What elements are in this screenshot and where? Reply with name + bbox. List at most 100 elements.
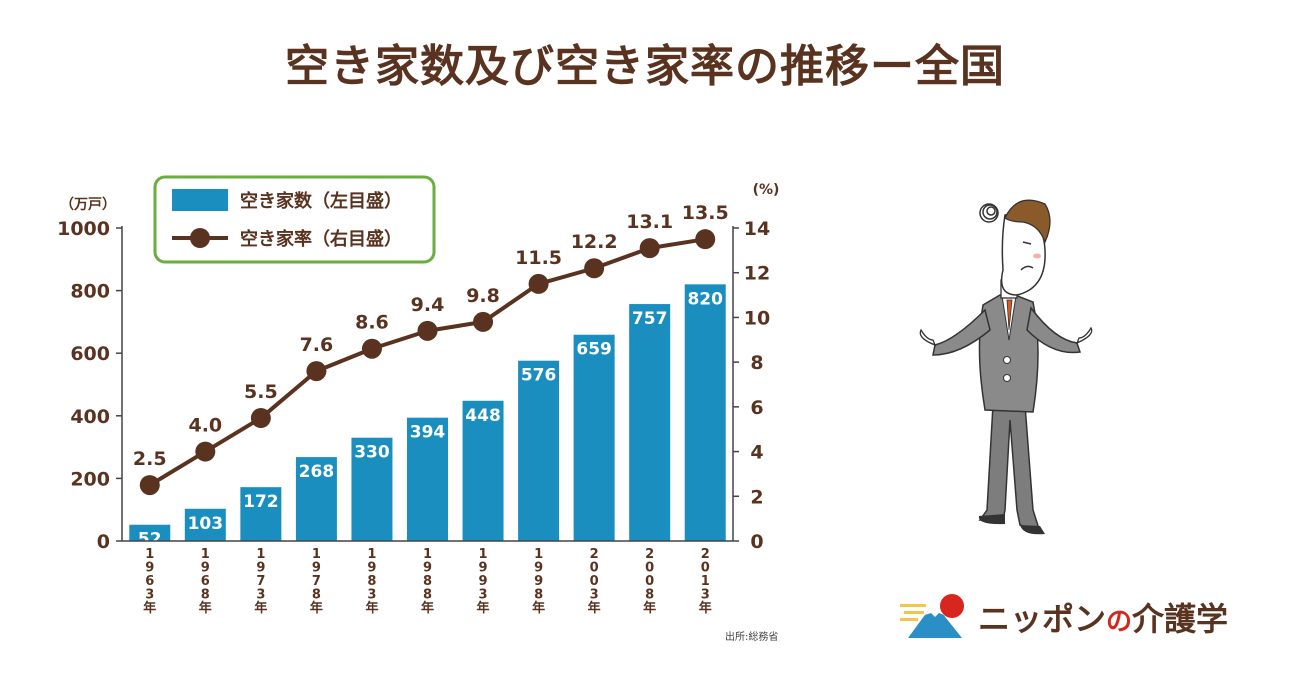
x-tick-label-char: 年: [254, 600, 267, 616]
bar: [462, 400, 504, 541]
legend-point-swatch: [190, 228, 210, 248]
right-tick-label: 0: [750, 531, 763, 553]
legend-label-line: 空き家率（右目盛）: [240, 228, 402, 250]
bar: [351, 437, 393, 541]
legend-bar-swatch: [172, 189, 228, 211]
x-tick-label-char: 2: [645, 547, 654, 562]
bar-value-label: 576: [521, 366, 557, 386]
x-tick-label-char: 9: [534, 561, 543, 576]
bar-value-label: 820: [687, 289, 723, 309]
logo-text-part1: ニッポン: [978, 600, 1107, 638]
right-tick-label: 6: [750, 397, 763, 419]
bar-value-label: 659: [576, 340, 612, 360]
x-tick-label-char: 6: [145, 574, 154, 589]
x-tick-label-char: 2: [590, 547, 599, 562]
x-tick-label-char: 年: [643, 600, 656, 616]
rate-value-label: 8.6: [355, 312, 389, 334]
rate-point: [195, 441, 216, 462]
x-tick-label-char: 9: [312, 561, 321, 576]
right-tick-label: 2: [750, 486, 763, 508]
x-tick-label-char: 1: [367, 547, 376, 562]
x-tick-label-char: 年: [699, 600, 712, 616]
x-tick-label-char: 1: [145, 547, 154, 562]
x-tick-label-char: 年: [421, 600, 434, 616]
x-tick-label-char: 6: [201, 574, 210, 589]
x-tick-label-char: 3: [367, 588, 376, 603]
x-tick-label-char: 2: [701, 547, 710, 562]
x-tick-label-char: 0: [590, 561, 599, 576]
x-tick-label-char: 年: [365, 600, 378, 616]
bar: [240, 487, 282, 541]
x-tick-label-char: 0: [701, 561, 710, 576]
rate-point: [306, 361, 327, 382]
rate-value-label: 5.5: [244, 381, 278, 403]
rate-point: [528, 273, 549, 294]
x-tick-label-char: 8: [312, 588, 321, 603]
x-tick-label-char: 0: [645, 574, 654, 589]
bar: [407, 417, 448, 541]
source-note: 出所:総務省: [725, 632, 779, 643]
x-tick-label-char: 8: [201, 588, 210, 603]
x-tick-label-char: 1: [534, 547, 543, 562]
rate-point: [139, 475, 160, 496]
rate-point: [695, 229, 716, 250]
mount-fuji-sun-logo-icon: [900, 594, 964, 638]
bar: [629, 304, 671, 541]
rate-point: [473, 311, 494, 332]
x-tick-label-char: 7: [312, 574, 321, 589]
logo-text: ニッポンの介護学: [978, 594, 1228, 640]
x-tick-label-char: 8: [367, 574, 376, 589]
x-tick-label-char: 1: [479, 547, 488, 562]
x-tick-label-char: 1: [201, 547, 210, 562]
x-tick-label-char: 9: [479, 561, 488, 576]
bar-value-label: 172: [243, 492, 279, 512]
x-tick-label-char: 3: [590, 588, 599, 603]
right-axis-unit: (%): [753, 182, 780, 198]
x-tick-label-char: 9: [534, 574, 543, 589]
x-tick-label-char: 年: [199, 600, 212, 616]
left-tick-label: 400: [70, 406, 110, 428]
x-tick-label-char: 9: [367, 561, 376, 576]
rate-point: [361, 338, 382, 359]
rate-value-label: 13.5: [682, 202, 729, 224]
bar: [129, 524, 171, 541]
bar-value-label: 52: [138, 530, 162, 550]
rate-value-label: 13.1: [626, 211, 673, 233]
bar: [184, 508, 226, 541]
bar: [684, 284, 726, 541]
right-tick-label: 10: [744, 307, 770, 329]
x-tick-label-char: 8: [423, 574, 432, 589]
x-tick-label-char: 9: [145, 561, 154, 576]
logo-text-part3: 介護学: [1132, 600, 1229, 638]
x-tick-label-char: 3: [701, 588, 710, 603]
bar-value-label: 330: [354, 443, 390, 463]
bar-value-label: 394: [410, 423, 446, 443]
logo-text-part2: の: [1106, 607, 1133, 637]
right-tick-label: 4: [750, 442, 763, 464]
page-title: 空き家数及び空き家率の推移ー全国: [285, 41, 1005, 92]
x-tick-label-char: 年: [532, 600, 545, 616]
x-tick-label-char: 年: [310, 600, 323, 616]
x-tick-label-char: 9: [256, 561, 265, 576]
rate-point: [584, 258, 605, 279]
rate-value-label: 2.5: [133, 448, 167, 470]
right-tick-label: 8: [750, 352, 763, 374]
rate-value-label: 9.4: [411, 294, 445, 316]
x-tick-label-char: 年: [143, 600, 156, 616]
rate-point: [250, 408, 271, 429]
bar-value-label: 103: [188, 514, 224, 534]
x-tick-label-char: 8: [645, 588, 654, 603]
confusion-scribble-icon: [979, 203, 999, 223]
bar: [518, 360, 560, 541]
bar-value-label: 268: [299, 462, 335, 482]
left-tick-label: 800: [70, 281, 110, 303]
shrugging-businessman-illustration: [919, 199, 1093, 535]
bar: [295, 457, 337, 541]
x-tick-label-char: 8: [423, 588, 432, 603]
left-tick-label: 200: [70, 468, 110, 490]
left-tick-label: 0: [97, 531, 110, 553]
rate-value-label: 9.8: [466, 285, 500, 307]
x-tick-label-char: 0: [590, 574, 599, 589]
x-tick-label-char: 3: [256, 588, 265, 603]
